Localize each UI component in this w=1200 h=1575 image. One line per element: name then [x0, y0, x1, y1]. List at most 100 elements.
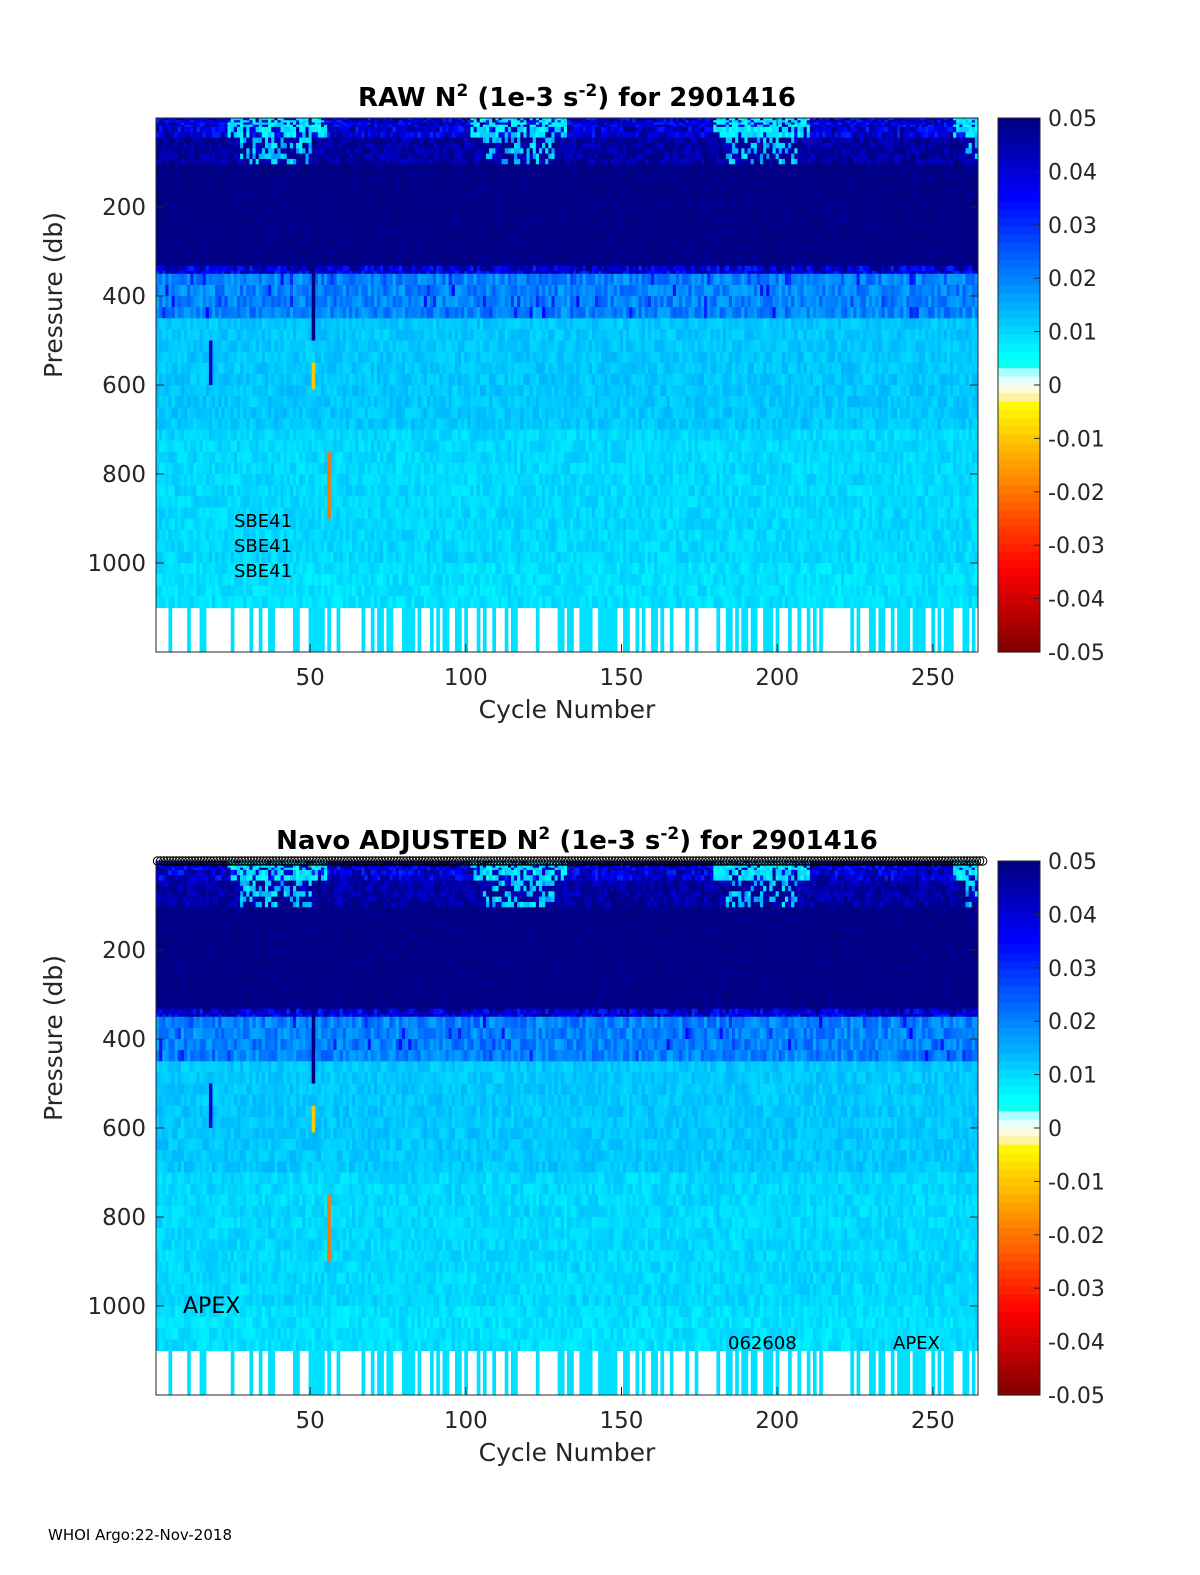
heat-cell — [333, 551, 338, 564]
heat-cell — [389, 207, 394, 213]
heat-cell — [271, 260, 275, 267]
heat-cell — [389, 462, 394, 475]
heat-cell — [349, 518, 353, 531]
heat-cell — [355, 142, 359, 149]
heat-cell — [233, 373, 238, 386]
heat-cell — [364, 265, 369, 272]
heat-cell — [280, 329, 285, 342]
heat-cell — [286, 212, 291, 219]
heat-cell — [314, 265, 319, 272]
heat-cell — [190, 217, 194, 224]
heat-cell — [205, 265, 210, 272]
heat-cell — [392, 351, 397, 364]
heat-cell — [355, 180, 359, 187]
heat-cell — [193, 212, 198, 219]
heat-cell — [171, 153, 176, 160]
heat-cell — [349, 174, 353, 181]
heat-cell — [277, 373, 282, 386]
heat-cell — [274, 190, 279, 197]
heat-cell — [277, 407, 282, 419]
heat-cell — [271, 158, 275, 165]
heat-cell — [187, 529, 191, 542]
heat-cell — [358, 239, 363, 245]
heat-cell — [339, 174, 344, 181]
heat-cell — [383, 362, 388, 375]
heat-cell — [233, 158, 238, 165]
heat-cell — [174, 507, 179, 520]
heat-cell — [280, 551, 285, 564]
heat-cell — [361, 217, 366, 224]
heat-cell — [252, 185, 257, 192]
heat-cell — [389, 485, 394, 497]
heat-cell — [218, 273, 222, 286]
heat-cell — [227, 551, 232, 564]
heat-cell — [274, 507, 279, 520]
heat-cell — [264, 217, 269, 224]
heat-cell — [342, 351, 347, 364]
heat-cell — [339, 474, 344, 486]
heat-cell — [171, 124, 176, 128]
heat-cell — [271, 329, 275, 342]
heat-cell — [302, 296, 307, 308]
heat-cell — [342, 122, 347, 126]
heat-cell — [240, 217, 244, 224]
heat-cell — [205, 239, 210, 245]
heat-cell — [314, 223, 319, 229]
heat-cell — [240, 385, 244, 397]
heat-cell — [205, 518, 210, 531]
heat-cell — [246, 362, 251, 375]
heat-cell — [364, 296, 369, 308]
heat-cell — [336, 233, 341, 240]
heat-cell — [271, 273, 275, 286]
heat-cell — [174, 518, 179, 531]
heat-cell — [389, 585, 394, 597]
heat-cell — [240, 228, 244, 235]
heat-cell — [168, 551, 173, 564]
heat-cell — [171, 496, 176, 508]
heat-cell — [364, 148, 369, 155]
heat-cell — [177, 440, 182, 453]
heat-cell — [156, 529, 160, 542]
heat-cell — [277, 164, 282, 171]
heat-cell — [162, 233, 166, 240]
heat-cell — [380, 296, 384, 308]
heat-cell — [190, 196, 194, 203]
heat-cell — [398, 196, 403, 203]
heat-cell — [333, 239, 338, 245]
heat-cell — [156, 596, 160, 609]
heat-cell — [355, 185, 359, 192]
heat-cell — [274, 329, 279, 342]
heat-cell — [177, 244, 182, 251]
heat-cell — [177, 340, 182, 353]
heat-cell — [314, 385, 319, 397]
heat-cell — [227, 153, 232, 160]
heat-cell — [274, 228, 279, 235]
heat-cell — [355, 284, 359, 297]
heat-cell — [358, 574, 363, 586]
heat-cell — [401, 153, 406, 160]
heat-cell — [302, 273, 307, 286]
heat-cell — [392, 201, 397, 208]
heat-cell — [345, 212, 350, 219]
heat-cell — [383, 496, 388, 508]
heat-cell — [352, 207, 356, 213]
heat-cell — [296, 255, 300, 261]
heat-cell — [159, 518, 163, 531]
heat-cell — [364, 132, 369, 139]
heat-cell — [355, 137, 359, 144]
heat-cell — [233, 396, 238, 408]
heat-cell — [327, 418, 331, 431]
heat-cell — [261, 563, 266, 575]
heat-cell — [171, 260, 176, 267]
heat-cell — [193, 418, 198, 431]
heat-cell — [345, 180, 350, 187]
heat-cell — [236, 217, 241, 224]
heat-cell — [258, 212, 263, 219]
heat-cell — [218, 451, 222, 464]
heat-cell — [324, 551, 328, 564]
heat-cell — [370, 284, 375, 297]
heat-cell — [296, 169, 300, 176]
heat-cell — [377, 207, 381, 213]
heat-cell — [190, 574, 194, 586]
heat-cell — [386, 418, 391, 431]
